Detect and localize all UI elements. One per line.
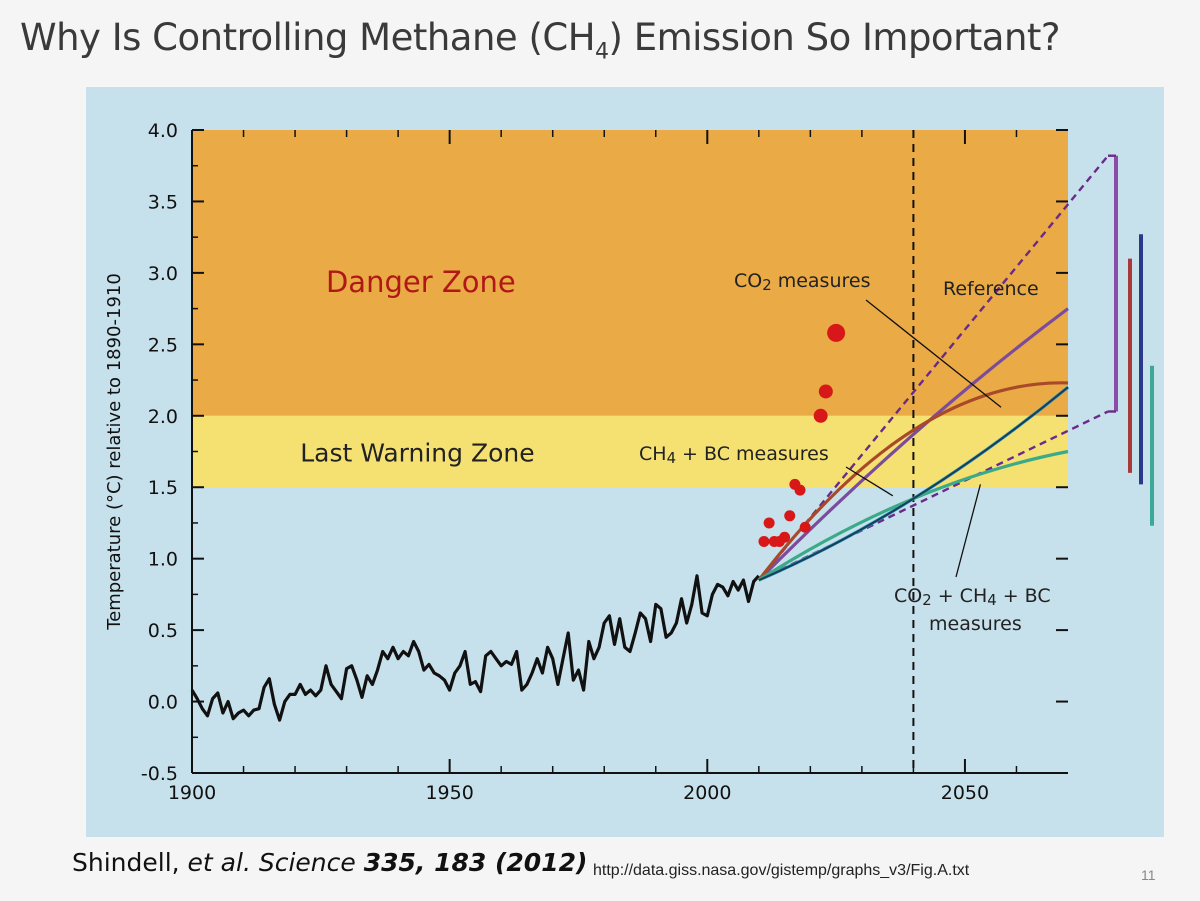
envelope-upper-line: [757, 154, 1109, 581]
y-tick-label: 3.0: [148, 263, 178, 285]
annotation-co2-measures: CO2​ measures: [734, 270, 870, 294]
y-tick-label: 4.0: [148, 120, 178, 142]
danger-zone-label: Danger Zone: [326, 265, 516, 299]
chart-frame: -0.5 0.0 0.5 1.0 1.5 2.0 2.5 3.0 3.5 4.0 1900 1950 2…: [86, 87, 1164, 837]
recent-observation-point: [784, 510, 796, 522]
y-tick-label: 2.5: [148, 334, 178, 356]
x-tick-label: 1900: [168, 782, 216, 804]
recent-observation-point: [779, 531, 791, 543]
page-title: Why Is Controlling Methane (CH4) Emissio…: [20, 16, 1061, 65]
projection-co2-measures: [757, 381, 1069, 582]
y-axis-label: Temperature (°C) relative to 1890-1910: [104, 273, 125, 631]
annotation-combined-line1: CO2​ + CH4​ + BC: [894, 585, 1051, 609]
y-tick-label: 0.0: [148, 692, 178, 714]
recent-observation-point: [758, 536, 770, 548]
recent-observation-point: [827, 323, 846, 342]
projection-reference: [757, 307, 1069, 582]
y-tick-label: 0.5: [148, 620, 178, 642]
recent-observation-point: [818, 384, 833, 399]
annotation-pointer-ch4-bc: [845, 466, 894, 497]
citation: Shindell, et al. Science 335, 183 (2012): [72, 848, 588, 877]
annotation-combined-line2: measures: [929, 613, 1022, 635]
y-tick-label: 1.5: [148, 477, 178, 499]
recent-observation-point: [794, 484, 806, 496]
observed-temperature-line: [190, 574, 760, 722]
annotation-ch4-bc-measures: CH4​ + BC measures: [639, 443, 829, 467]
y-tick-label: 3.5: [148, 191, 178, 213]
y-tick-label: 1.0: [148, 549, 178, 571]
projection-ch4-bc-overlay: [758, 386, 1069, 582]
zone-danger: [192, 130, 1068, 416]
annotation-pointer-combined: [955, 484, 982, 578]
y-tick-label: -0.5: [141, 763, 178, 785]
recent-observation-point: [813, 408, 828, 423]
annotation-pointer-co2: [865, 299, 1002, 408]
x-tick-label: 1950: [425, 782, 473, 804]
recent-observation-point: [763, 517, 775, 529]
recent-observation-point: [799, 521, 811, 533]
data-source-url[interactable]: http://data.giss.nasa.gov/gistemp/graphs…: [593, 862, 970, 879]
x-tick-label: 2000: [683, 782, 731, 804]
annotation-reference: Reference: [943, 278, 1039, 300]
slide-number: 11: [1141, 867, 1156, 883]
temperature-chart: -0.5 0.0 0.5 1.0 1.5 2.0 2.5 3.0 3.5 4.0 1900 1950 2…: [86, 87, 1164, 837]
y-tick-label: 2.0: [148, 406, 178, 428]
x-tick-label: 2050: [941, 782, 989, 804]
last-warning-zone-label: Last Warning Zone: [300, 439, 534, 468]
